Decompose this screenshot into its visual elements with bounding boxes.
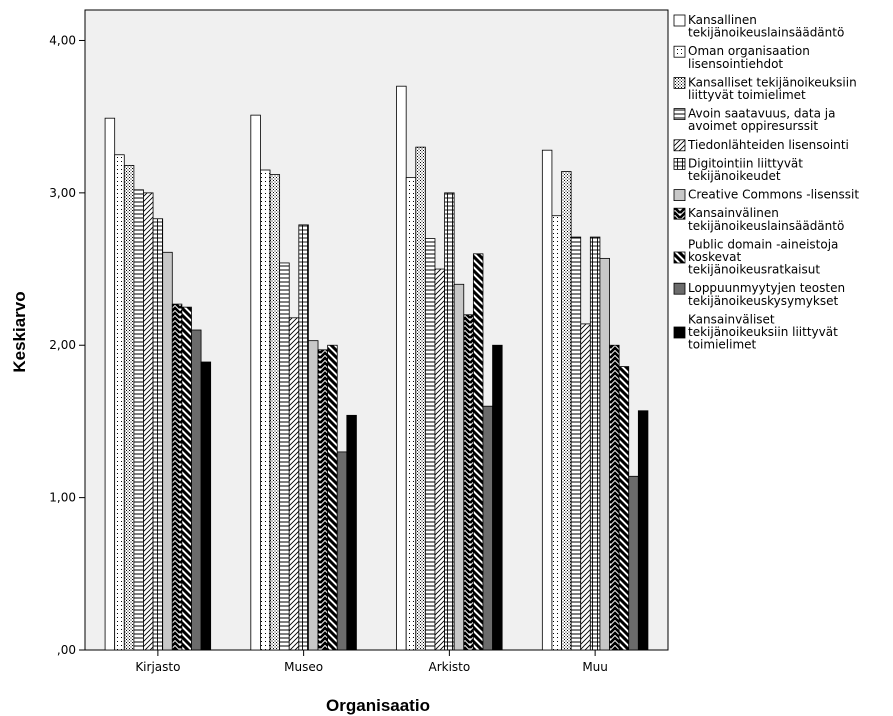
legend-label-8: Kansainvälinen bbox=[688, 206, 779, 220]
bar-muu-series-7 bbox=[599, 257, 610, 651]
bar-arkisto-series-10 bbox=[482, 405, 493, 651]
legend-label-6: Digitointiin liittyvät bbox=[688, 156, 803, 170]
legend-swatch-6 bbox=[673, 157, 686, 170]
legend-label-9: koskevat bbox=[688, 250, 741, 264]
bar-kirjasto-series-9 bbox=[181, 306, 192, 651]
x-axis-title: Organisaatio bbox=[326, 696, 430, 715]
bar-museo-series-8 bbox=[317, 349, 329, 651]
legend-swatch-9 bbox=[673, 251, 686, 264]
bar-arkisto-series-8 bbox=[463, 314, 474, 651]
bar-muu-series-5 bbox=[580, 323, 591, 651]
bar-kirjasto-series-2 bbox=[114, 154, 125, 651]
legend-label-5: Tiedonlähteiden lisensointi bbox=[687, 138, 849, 152]
bar-museo-series-11 bbox=[346, 414, 357, 651]
bar-museo-series-4 bbox=[279, 262, 290, 651]
bar-muu-series-2 bbox=[551, 215, 562, 651]
legend-label-8: tekijänoikeuslainsäädäntö bbox=[688, 219, 844, 233]
bar-kirjasto-series-1 bbox=[104, 117, 116, 651]
bar-muu-series-3 bbox=[561, 171, 572, 651]
legend-label-2: Oman organisaation bbox=[688, 44, 810, 58]
legend-label-11: tekijänoikeuksiin liittyvät bbox=[688, 325, 838, 339]
legend-swatch-7 bbox=[673, 189, 686, 202]
bar-museo-series-1 bbox=[250, 114, 261, 651]
legend-swatch-1 bbox=[673, 14, 686, 27]
bar-arkisto-series-4 bbox=[424, 238, 436, 651]
bar-muu-series-8 bbox=[609, 344, 620, 651]
legend-swatch-8 bbox=[673, 207, 686, 220]
x-tick-label-museo: Museo bbox=[284, 660, 323, 674]
legend-swatch-3 bbox=[673, 77, 686, 89]
y-tick-label: 4,00 bbox=[49, 33, 76, 47]
bar-museo-series-2 bbox=[260, 169, 271, 651]
legend-label-3: liittyvät toimielimet bbox=[688, 88, 806, 102]
bar-arkisto-series-1 bbox=[396, 85, 407, 651]
bar-muu-series-1 bbox=[541, 149, 553, 651]
legend-label-3: Kansalliset tekijänoikeuksiin bbox=[688, 75, 857, 89]
legend-label-2: lisensointiehdot bbox=[688, 57, 783, 71]
legend-label-1: Kansallinen bbox=[688, 13, 757, 27]
bar-museo-series-9 bbox=[327, 344, 338, 651]
legend-label-6: tekijänoikeudet bbox=[688, 169, 781, 183]
bar-arkisto-series-5 bbox=[434, 268, 445, 651]
legend-label-11: toimielimet bbox=[688, 338, 757, 352]
y-axis-title: Keskiarvo bbox=[10, 291, 29, 372]
legend-swatch-4 bbox=[673, 108, 686, 120]
bar-museo-series-7 bbox=[308, 340, 319, 651]
y-tick-label: 1,00 bbox=[49, 491, 76, 505]
legend-label-10: tekijänoikeuskysymykset bbox=[688, 294, 838, 308]
bar-museo-series-3 bbox=[269, 174, 281, 651]
legend-swatch-11 bbox=[673, 326, 686, 339]
bar-arkisto-series-2 bbox=[405, 177, 417, 651]
legend-label-10: Loppuunmyytyjen teosten bbox=[688, 281, 845, 295]
y-tick-label: ,00 bbox=[57, 643, 76, 657]
bar-museo-series-6 bbox=[298, 224, 309, 651]
bar-kirjasto-series-6 bbox=[152, 218, 164, 651]
bar-museo-series-5 bbox=[288, 317, 300, 651]
bar-kirjasto-series-3 bbox=[123, 165, 135, 651]
bar-kirjasto-series-7 bbox=[162, 251, 173, 651]
legend-swatch-5 bbox=[673, 139, 686, 152]
legend-label-9: Public domain -aineistoja bbox=[688, 237, 838, 251]
bar-arkisto-series-3 bbox=[415, 146, 426, 651]
legend-swatch-10 bbox=[673, 282, 686, 295]
bar-kirjasto-series-4 bbox=[133, 189, 144, 651]
bar-muu-series-4 bbox=[570, 236, 582, 651]
legend-label-4: Avoin saatavuus, data ja bbox=[688, 107, 835, 121]
bar-muu-series-9 bbox=[618, 366, 630, 651]
bar-kirjasto-series-11 bbox=[200, 361, 212, 651]
bar-muu-series-10 bbox=[628, 475, 639, 651]
x-tick-label-muu: Muu bbox=[582, 660, 608, 674]
bar-muu-series-11 bbox=[637, 410, 649, 651]
legend-label-1: tekijänoikeuslainsäädäntö bbox=[688, 26, 844, 40]
y-tick-label: 2,00 bbox=[49, 338, 76, 352]
legend-label-9: tekijänoikeusratkaisut bbox=[688, 263, 820, 277]
legend-label-7: Creative Commons -lisenssit bbox=[688, 188, 859, 202]
bar-arkisto-series-11 bbox=[492, 344, 503, 651]
bar-kirjasto-series-5 bbox=[143, 192, 154, 651]
legend-swatch-2 bbox=[673, 45, 686, 58]
bar-museo-series-10 bbox=[336, 451, 348, 651]
bar-arkisto-series-7 bbox=[453, 283, 465, 651]
bar-arkisto-series-6 bbox=[444, 192, 455, 651]
x-tick-label-arkisto: Arkisto bbox=[429, 660, 471, 674]
bar-kirjasto-series-10 bbox=[191, 329, 202, 651]
bar-muu-series-6 bbox=[589, 236, 601, 651]
legend-label-11: Kansainväliset bbox=[688, 312, 775, 326]
x-tick-label-kirjasto: Kirjasto bbox=[135, 660, 180, 674]
y-tick-label: 3,00 bbox=[49, 186, 76, 200]
legend-label-4: avoimet oppiresurssit bbox=[688, 119, 818, 133]
bar-arkisto-series-9 bbox=[472, 253, 484, 651]
bar-kirjasto-series-8 bbox=[171, 303, 183, 651]
